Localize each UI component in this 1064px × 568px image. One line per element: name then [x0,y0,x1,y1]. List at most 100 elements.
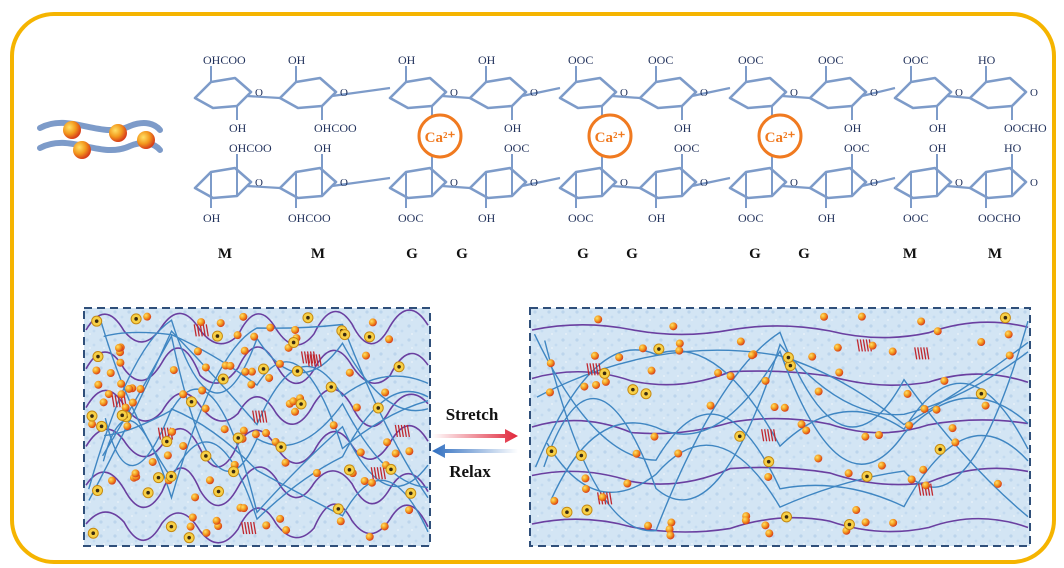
substituent-label: OH [844,121,862,135]
calcium-site [888,347,897,356]
polymer-chain [85,309,429,346]
polymer-chain [85,466,429,509]
hydrogen-bond [309,351,314,364]
hydrogen-bond [926,347,930,360]
oxygen-label: O [620,177,628,189]
substituent-label: HO [1004,141,1022,155]
substituent-label: OOC [648,53,673,67]
calcium-site [736,337,745,346]
calcium-site [106,369,115,378]
hydrogen-bond [312,354,316,367]
calcium-site [365,532,374,541]
polymer-chain [534,349,1029,468]
calcium-site [667,518,676,527]
calcium-site [907,475,916,484]
calcium-ion-label: Ca²⁺ [765,130,796,146]
polymer-chain [544,331,1029,532]
substituent-label: OH [818,211,836,225]
calcium-site [241,367,250,376]
calcium-site [220,425,229,434]
calcium-site [861,432,870,441]
substituent-label: OH [674,121,692,135]
residue-label: G [577,246,589,262]
calcium-site [598,493,607,502]
polymer-chain [531,516,1029,533]
calcium-site [921,481,930,490]
substituent-label: HO [978,53,996,67]
calcium-site [592,380,601,389]
calcium-site [852,506,861,515]
calcium-site [615,353,624,362]
calcium-site [163,451,172,460]
substituent-label: OH [929,141,947,155]
hydrogen-bond [597,492,601,505]
hydrogen-bond [117,395,121,408]
oxygen-label: O [700,87,708,99]
oxygen-label: O [870,87,878,99]
hydrogen-bond [253,521,257,535]
hydrogen-bond [373,467,377,480]
oxygen-label: O [530,177,538,189]
substituent-label: OOC [504,141,529,155]
polymer-chain [546,320,1029,509]
substituent-label: OH [398,53,416,67]
polymer-chain [100,321,429,521]
calcium-site [669,322,678,331]
calcium-site [580,382,589,391]
calcium-ion-label: Ca²⁺ [595,130,626,146]
calcium-site [808,352,817,361]
hydrogen-bond [767,429,771,442]
oxygen-label: O [450,177,458,189]
hydrogen-bond [250,521,254,535]
calcium-site [198,386,207,395]
calcium-site [835,368,844,377]
hydrogen-bond [244,521,248,535]
chain-icon [37,119,163,159]
calcium-site [186,522,195,531]
substituent-label: OH [929,121,947,135]
residue-label: G [626,246,638,262]
calcium-site [405,506,414,515]
calcium-site [251,430,260,439]
hydrogen-bond [300,351,305,364]
residue-label: G [456,246,468,262]
substituent-label: OH [314,141,332,155]
calcium-site [933,327,942,336]
calcium-site [352,403,361,412]
oxygen-label: O [255,87,263,99]
stretch-arrow [432,429,518,443]
calcium-ion [757,113,803,159]
substituent-label: OOC [818,53,843,67]
calcium-site [383,438,392,447]
calcium-site [993,479,1002,488]
calcium-site [874,431,883,440]
calcium-site [981,401,990,410]
polymer-chain [85,503,429,544]
calcium-site [205,476,214,485]
calcium-site [99,398,108,407]
substituent-label: OOC [844,141,869,155]
substituent-label: OOC [738,211,763,225]
calcium-site [239,426,248,435]
calcium-site [761,376,770,385]
polymer-chain [88,319,429,490]
substituent-label: OH [648,211,666,225]
polymer-chain [531,417,1029,435]
calcium-site [88,420,97,429]
calcium-site [201,363,210,372]
substituent-label: OH [504,121,522,135]
calcium-site [1005,351,1014,360]
calcium-site [128,398,137,407]
calcium-site [951,438,960,447]
hydrogen-bond [914,347,918,360]
calcium-site [168,427,177,436]
hydrogen-bond [930,483,934,496]
calcium-site [623,479,632,488]
hydrogen-bond [865,339,869,352]
polymer-chain [531,370,1029,386]
polymer-chain [85,424,429,468]
calcium-site [289,397,298,406]
substituent-label: OHCOO [229,141,272,155]
polymer-chain [536,341,1029,426]
hydrogen-bond [157,427,162,440]
